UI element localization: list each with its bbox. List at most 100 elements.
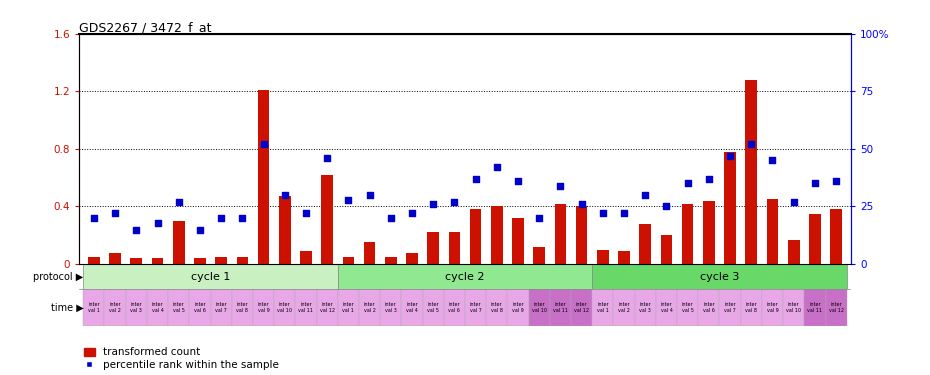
Text: GSM77328: GSM77328: [727, 267, 733, 305]
Bar: [194, 258, 206, 264]
Point: [362, 192, 377, 198]
Point: [214, 215, 229, 221]
Bar: [465, 290, 486, 326]
Bar: [104, 290, 126, 326]
Bar: [316, 290, 338, 326]
Point: [617, 210, 631, 216]
Text: GSM77303: GSM77303: [197, 267, 203, 305]
Text: inter
val 9: inter val 9: [258, 302, 270, 313]
Bar: [296, 290, 316, 326]
Point: [277, 192, 292, 198]
Point: [426, 201, 441, 207]
Point: [659, 204, 674, 210]
Point: [150, 220, 165, 226]
Bar: [385, 257, 396, 264]
Bar: [809, 214, 821, 264]
Text: inter
val 1: inter val 1: [88, 302, 100, 313]
Text: GSM77300: GSM77300: [133, 267, 140, 305]
Point: [489, 164, 504, 170]
Text: inter
val 6: inter val 6: [703, 302, 715, 313]
Bar: [508, 290, 528, 326]
Text: GSM77318: GSM77318: [515, 267, 521, 305]
Point: [235, 215, 250, 221]
Point: [383, 215, 398, 221]
Text: inter
val 6: inter val 6: [194, 302, 206, 313]
Text: GSM77326: GSM77326: [684, 267, 691, 305]
Bar: [470, 209, 482, 264]
Text: inter
val 2: inter val 2: [109, 302, 121, 313]
Text: GSM77315: GSM77315: [451, 267, 458, 305]
Bar: [359, 290, 380, 326]
Bar: [550, 290, 571, 326]
Text: GSM77327: GSM77327: [706, 267, 711, 305]
Bar: [236, 257, 248, 264]
Bar: [614, 290, 634, 326]
Bar: [130, 258, 142, 264]
Text: inter
val 12: inter val 12: [574, 302, 589, 313]
Text: time ▶: time ▶: [50, 303, 84, 313]
Bar: [147, 290, 168, 326]
Text: GDS2267 / 3472_f_at: GDS2267 / 3472_f_at: [79, 21, 211, 34]
Bar: [216, 257, 227, 264]
Bar: [618, 251, 630, 264]
Bar: [342, 257, 354, 264]
Bar: [788, 240, 800, 264]
Point: [829, 178, 844, 184]
Point: [193, 226, 207, 232]
Text: inter
val 11: inter val 11: [807, 302, 822, 313]
Text: GSM77320: GSM77320: [557, 267, 564, 305]
Text: cycle 1: cycle 1: [191, 272, 231, 282]
Text: GSM77309: GSM77309: [325, 267, 330, 305]
Point: [341, 196, 356, 202]
Bar: [724, 152, 736, 264]
Text: inter
val 3: inter val 3: [639, 302, 651, 313]
Text: inter
val 6: inter val 6: [448, 302, 460, 313]
Point: [595, 210, 610, 216]
Text: inter
val 7: inter val 7: [215, 302, 227, 313]
Text: GSM77333: GSM77333: [833, 267, 839, 305]
Text: inter
val 8: inter val 8: [491, 302, 503, 313]
Point: [108, 210, 123, 216]
Text: inter
val 11: inter val 11: [299, 302, 313, 313]
Bar: [512, 218, 524, 264]
Bar: [746, 80, 757, 264]
Bar: [422, 290, 444, 326]
Text: GSM77308: GSM77308: [303, 267, 309, 305]
Bar: [274, 290, 296, 326]
Bar: [571, 290, 592, 326]
Text: GSM77304: GSM77304: [219, 267, 224, 305]
Text: GSM77312: GSM77312: [388, 267, 393, 305]
Bar: [592, 290, 614, 326]
Text: inter
val 1: inter val 1: [342, 302, 354, 313]
Bar: [258, 90, 270, 264]
Point: [256, 141, 271, 147]
Text: GSM77324: GSM77324: [643, 267, 648, 305]
Bar: [528, 290, 550, 326]
Bar: [640, 224, 651, 264]
Bar: [554, 204, 566, 264]
Text: GSM77302: GSM77302: [176, 267, 181, 305]
Bar: [364, 243, 376, 264]
Bar: [804, 290, 826, 326]
Text: inter
val 12: inter val 12: [829, 302, 844, 313]
Text: inter
val 9: inter val 9: [766, 302, 778, 313]
Text: inter
val 2: inter val 2: [364, 302, 376, 313]
Text: GSM77314: GSM77314: [431, 267, 436, 305]
Bar: [84, 290, 104, 326]
Bar: [428, 232, 439, 264]
Bar: [783, 290, 804, 326]
Text: GSM77321: GSM77321: [578, 267, 585, 305]
Text: inter
val 10: inter val 10: [277, 302, 292, 313]
Text: inter
val 10: inter val 10: [786, 302, 801, 313]
Bar: [597, 250, 608, 264]
Point: [299, 210, 313, 216]
Point: [86, 215, 101, 221]
Bar: [677, 290, 698, 326]
Text: GSM77306: GSM77306: [260, 267, 267, 305]
Text: inter
val 4: inter val 4: [152, 302, 164, 313]
Bar: [210, 290, 232, 326]
Bar: [322, 175, 333, 264]
Text: inter
val 3: inter val 3: [130, 302, 142, 313]
Point: [405, 210, 419, 216]
Bar: [682, 204, 694, 264]
